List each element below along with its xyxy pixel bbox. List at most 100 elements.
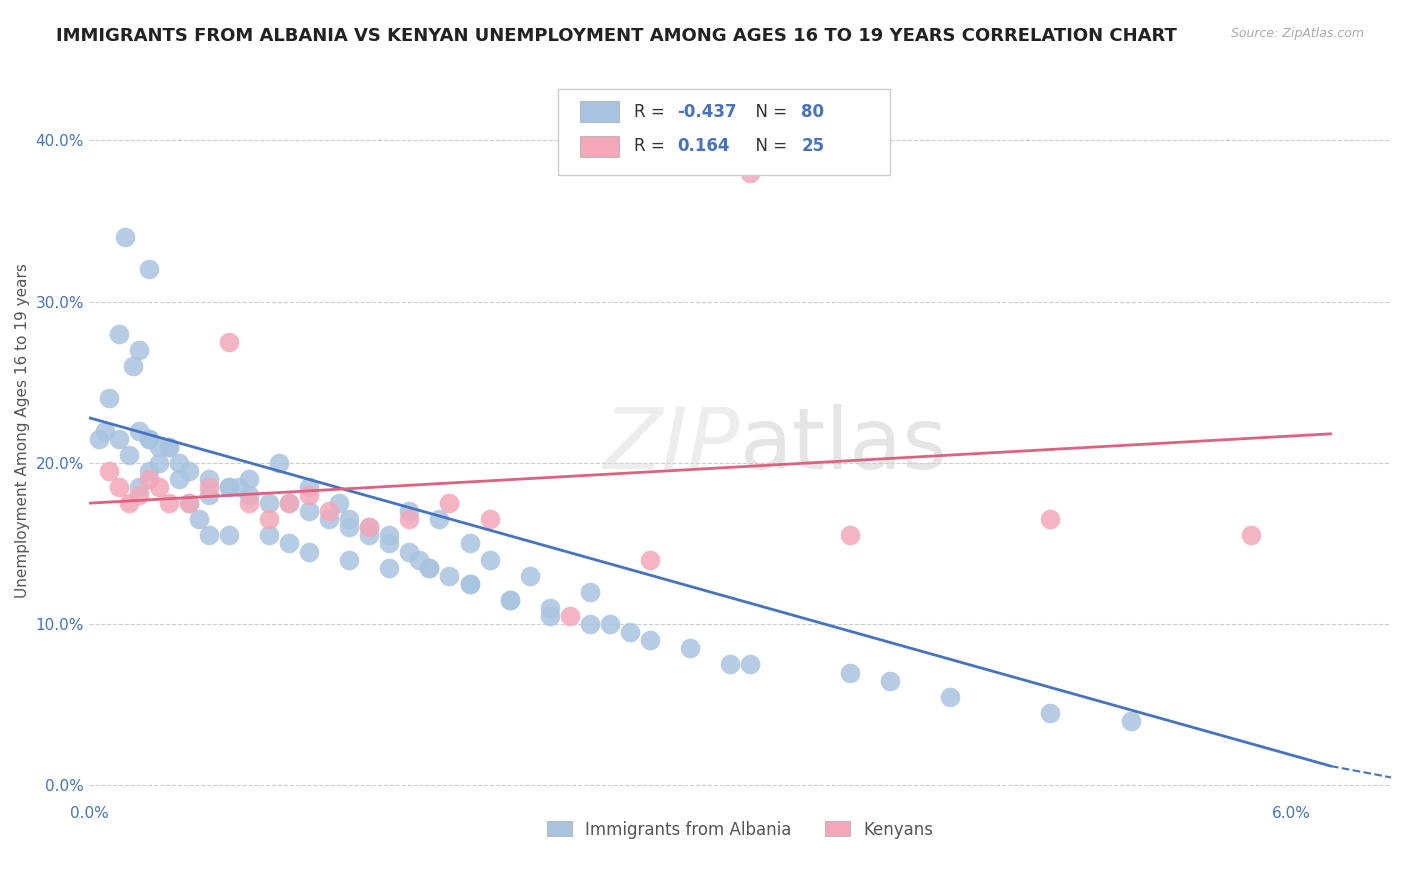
Point — [138, 472, 160, 486]
Text: 0.164: 0.164 — [678, 137, 730, 155]
Point — [278, 536, 301, 550]
Point — [439, 496, 461, 510]
Point — [238, 472, 260, 486]
Point — [198, 528, 221, 542]
Point — [879, 673, 901, 688]
Legend: Immigrants from Albania, Kenyans: Immigrants from Albania, Kenyans — [540, 814, 939, 846]
Point — [638, 552, 661, 566]
Point — [108, 480, 131, 494]
Text: R =: R = — [634, 137, 676, 155]
Point — [519, 568, 541, 582]
Text: R =: R = — [634, 103, 671, 120]
Point — [128, 488, 150, 502]
Bar — [579, 136, 619, 157]
Point — [439, 568, 461, 582]
Point — [558, 609, 581, 624]
Point — [1039, 512, 1062, 526]
Point — [498, 593, 520, 607]
Text: atlas: atlas — [740, 404, 948, 487]
Point — [1119, 714, 1142, 728]
Point — [94, 424, 117, 438]
Text: -0.437: -0.437 — [678, 103, 737, 120]
Point — [118, 496, 141, 510]
Point — [398, 504, 420, 518]
Point — [538, 609, 561, 624]
Point — [378, 560, 401, 574]
Point — [278, 496, 301, 510]
Point — [1240, 528, 1263, 542]
Point — [429, 512, 451, 526]
Point — [478, 552, 501, 566]
Point — [458, 577, 481, 591]
Text: IMMIGRANTS FROM ALBANIA VS KENYAN UNEMPLOYMENT AMONG AGES 16 TO 19 YEARS CORRELA: IMMIGRANTS FROM ALBANIA VS KENYAN UNEMPL… — [56, 27, 1177, 45]
Point — [157, 440, 180, 454]
Point — [359, 520, 381, 534]
Point — [177, 496, 200, 510]
Point — [498, 593, 520, 607]
Point — [188, 512, 211, 526]
Point — [87, 432, 110, 446]
Point — [418, 560, 440, 574]
Point — [378, 528, 401, 542]
Point — [177, 464, 200, 478]
Point — [228, 480, 250, 494]
Point — [148, 456, 170, 470]
Point — [398, 512, 420, 526]
Point — [167, 456, 190, 470]
Point — [108, 326, 131, 341]
Point — [138, 464, 160, 478]
Point — [157, 496, 180, 510]
Point — [939, 690, 962, 704]
Point — [118, 448, 141, 462]
Point — [198, 480, 221, 494]
Point — [167, 472, 190, 486]
Point — [138, 432, 160, 446]
Point — [318, 512, 340, 526]
Bar — [579, 101, 619, 122]
Point — [398, 544, 420, 558]
Point — [839, 528, 862, 542]
Point — [218, 480, 240, 494]
Point — [458, 577, 481, 591]
Point — [298, 544, 321, 558]
Point — [599, 617, 621, 632]
Point — [198, 488, 221, 502]
Point — [97, 392, 120, 406]
Point — [218, 334, 240, 349]
Point — [318, 504, 340, 518]
Point — [337, 520, 360, 534]
Point — [1039, 706, 1062, 720]
Point — [238, 488, 260, 502]
Point — [458, 536, 481, 550]
Point — [408, 552, 430, 566]
Point — [578, 617, 600, 632]
Point — [157, 440, 180, 454]
Point — [378, 536, 401, 550]
Point — [238, 496, 260, 510]
Point — [337, 552, 360, 566]
Point — [218, 480, 240, 494]
Point — [122, 359, 145, 373]
Text: 80: 80 — [801, 103, 824, 120]
Point — [839, 665, 862, 680]
Point — [148, 480, 170, 494]
Point — [257, 512, 280, 526]
Point — [218, 528, 240, 542]
Point — [97, 464, 120, 478]
Point — [298, 504, 321, 518]
Text: Source: ZipAtlas.com: Source: ZipAtlas.com — [1230, 27, 1364, 40]
Point — [269, 456, 291, 470]
Point — [738, 657, 761, 672]
FancyBboxPatch shape — [558, 89, 890, 175]
Point — [359, 528, 381, 542]
Point — [298, 480, 321, 494]
Point — [619, 625, 641, 640]
Point — [128, 343, 150, 357]
Point — [337, 512, 360, 526]
Point — [257, 528, 280, 542]
Text: ZIP: ZIP — [603, 404, 740, 487]
Point — [638, 633, 661, 648]
Point — [718, 657, 741, 672]
Point — [114, 230, 136, 244]
Point — [177, 496, 200, 510]
